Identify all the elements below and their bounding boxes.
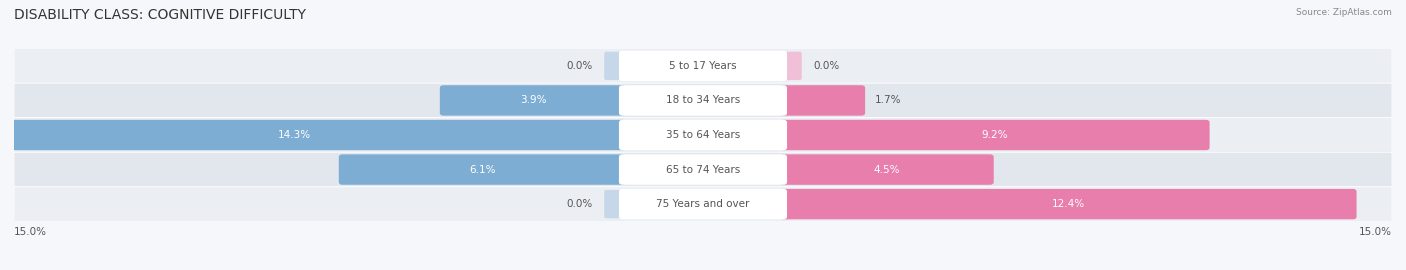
FancyBboxPatch shape	[619, 154, 787, 185]
Text: 12.4%: 12.4%	[1052, 199, 1084, 209]
Text: Source: ZipAtlas.com: Source: ZipAtlas.com	[1296, 8, 1392, 17]
FancyBboxPatch shape	[605, 52, 624, 80]
FancyBboxPatch shape	[14, 49, 1392, 83]
Text: 14.3%: 14.3%	[277, 130, 311, 140]
FancyBboxPatch shape	[619, 85, 787, 116]
FancyBboxPatch shape	[780, 85, 865, 116]
FancyBboxPatch shape	[14, 118, 1392, 152]
Text: 65 to 74 Years: 65 to 74 Years	[666, 164, 740, 175]
Text: 15.0%: 15.0%	[14, 227, 46, 237]
FancyBboxPatch shape	[440, 85, 626, 116]
Text: 15.0%: 15.0%	[1360, 227, 1392, 237]
FancyBboxPatch shape	[780, 120, 1209, 150]
FancyBboxPatch shape	[339, 154, 626, 185]
FancyBboxPatch shape	[619, 189, 787, 219]
Text: 35 to 64 Years: 35 to 64 Years	[666, 130, 740, 140]
Text: 3.9%: 3.9%	[520, 95, 547, 106]
FancyBboxPatch shape	[605, 190, 624, 218]
FancyBboxPatch shape	[0, 120, 626, 150]
Text: 75 Years and over: 75 Years and over	[657, 199, 749, 209]
FancyBboxPatch shape	[14, 152, 1392, 187]
Text: 1.7%: 1.7%	[875, 95, 901, 106]
FancyBboxPatch shape	[782, 52, 801, 80]
FancyBboxPatch shape	[14, 187, 1392, 221]
Text: 0.0%: 0.0%	[567, 61, 593, 71]
FancyBboxPatch shape	[619, 120, 787, 150]
FancyBboxPatch shape	[619, 51, 787, 81]
Text: 4.5%: 4.5%	[873, 164, 900, 175]
Text: 0.0%: 0.0%	[567, 199, 593, 209]
Text: 0.0%: 0.0%	[813, 61, 839, 71]
Text: 9.2%: 9.2%	[981, 130, 1008, 140]
Text: DISABILITY CLASS: COGNITIVE DIFFICULTY: DISABILITY CLASS: COGNITIVE DIFFICULTY	[14, 8, 307, 22]
Text: 6.1%: 6.1%	[470, 164, 496, 175]
FancyBboxPatch shape	[14, 83, 1392, 118]
FancyBboxPatch shape	[780, 154, 994, 185]
FancyBboxPatch shape	[780, 189, 1357, 219]
Text: 5 to 17 Years: 5 to 17 Years	[669, 61, 737, 71]
Text: 18 to 34 Years: 18 to 34 Years	[666, 95, 740, 106]
